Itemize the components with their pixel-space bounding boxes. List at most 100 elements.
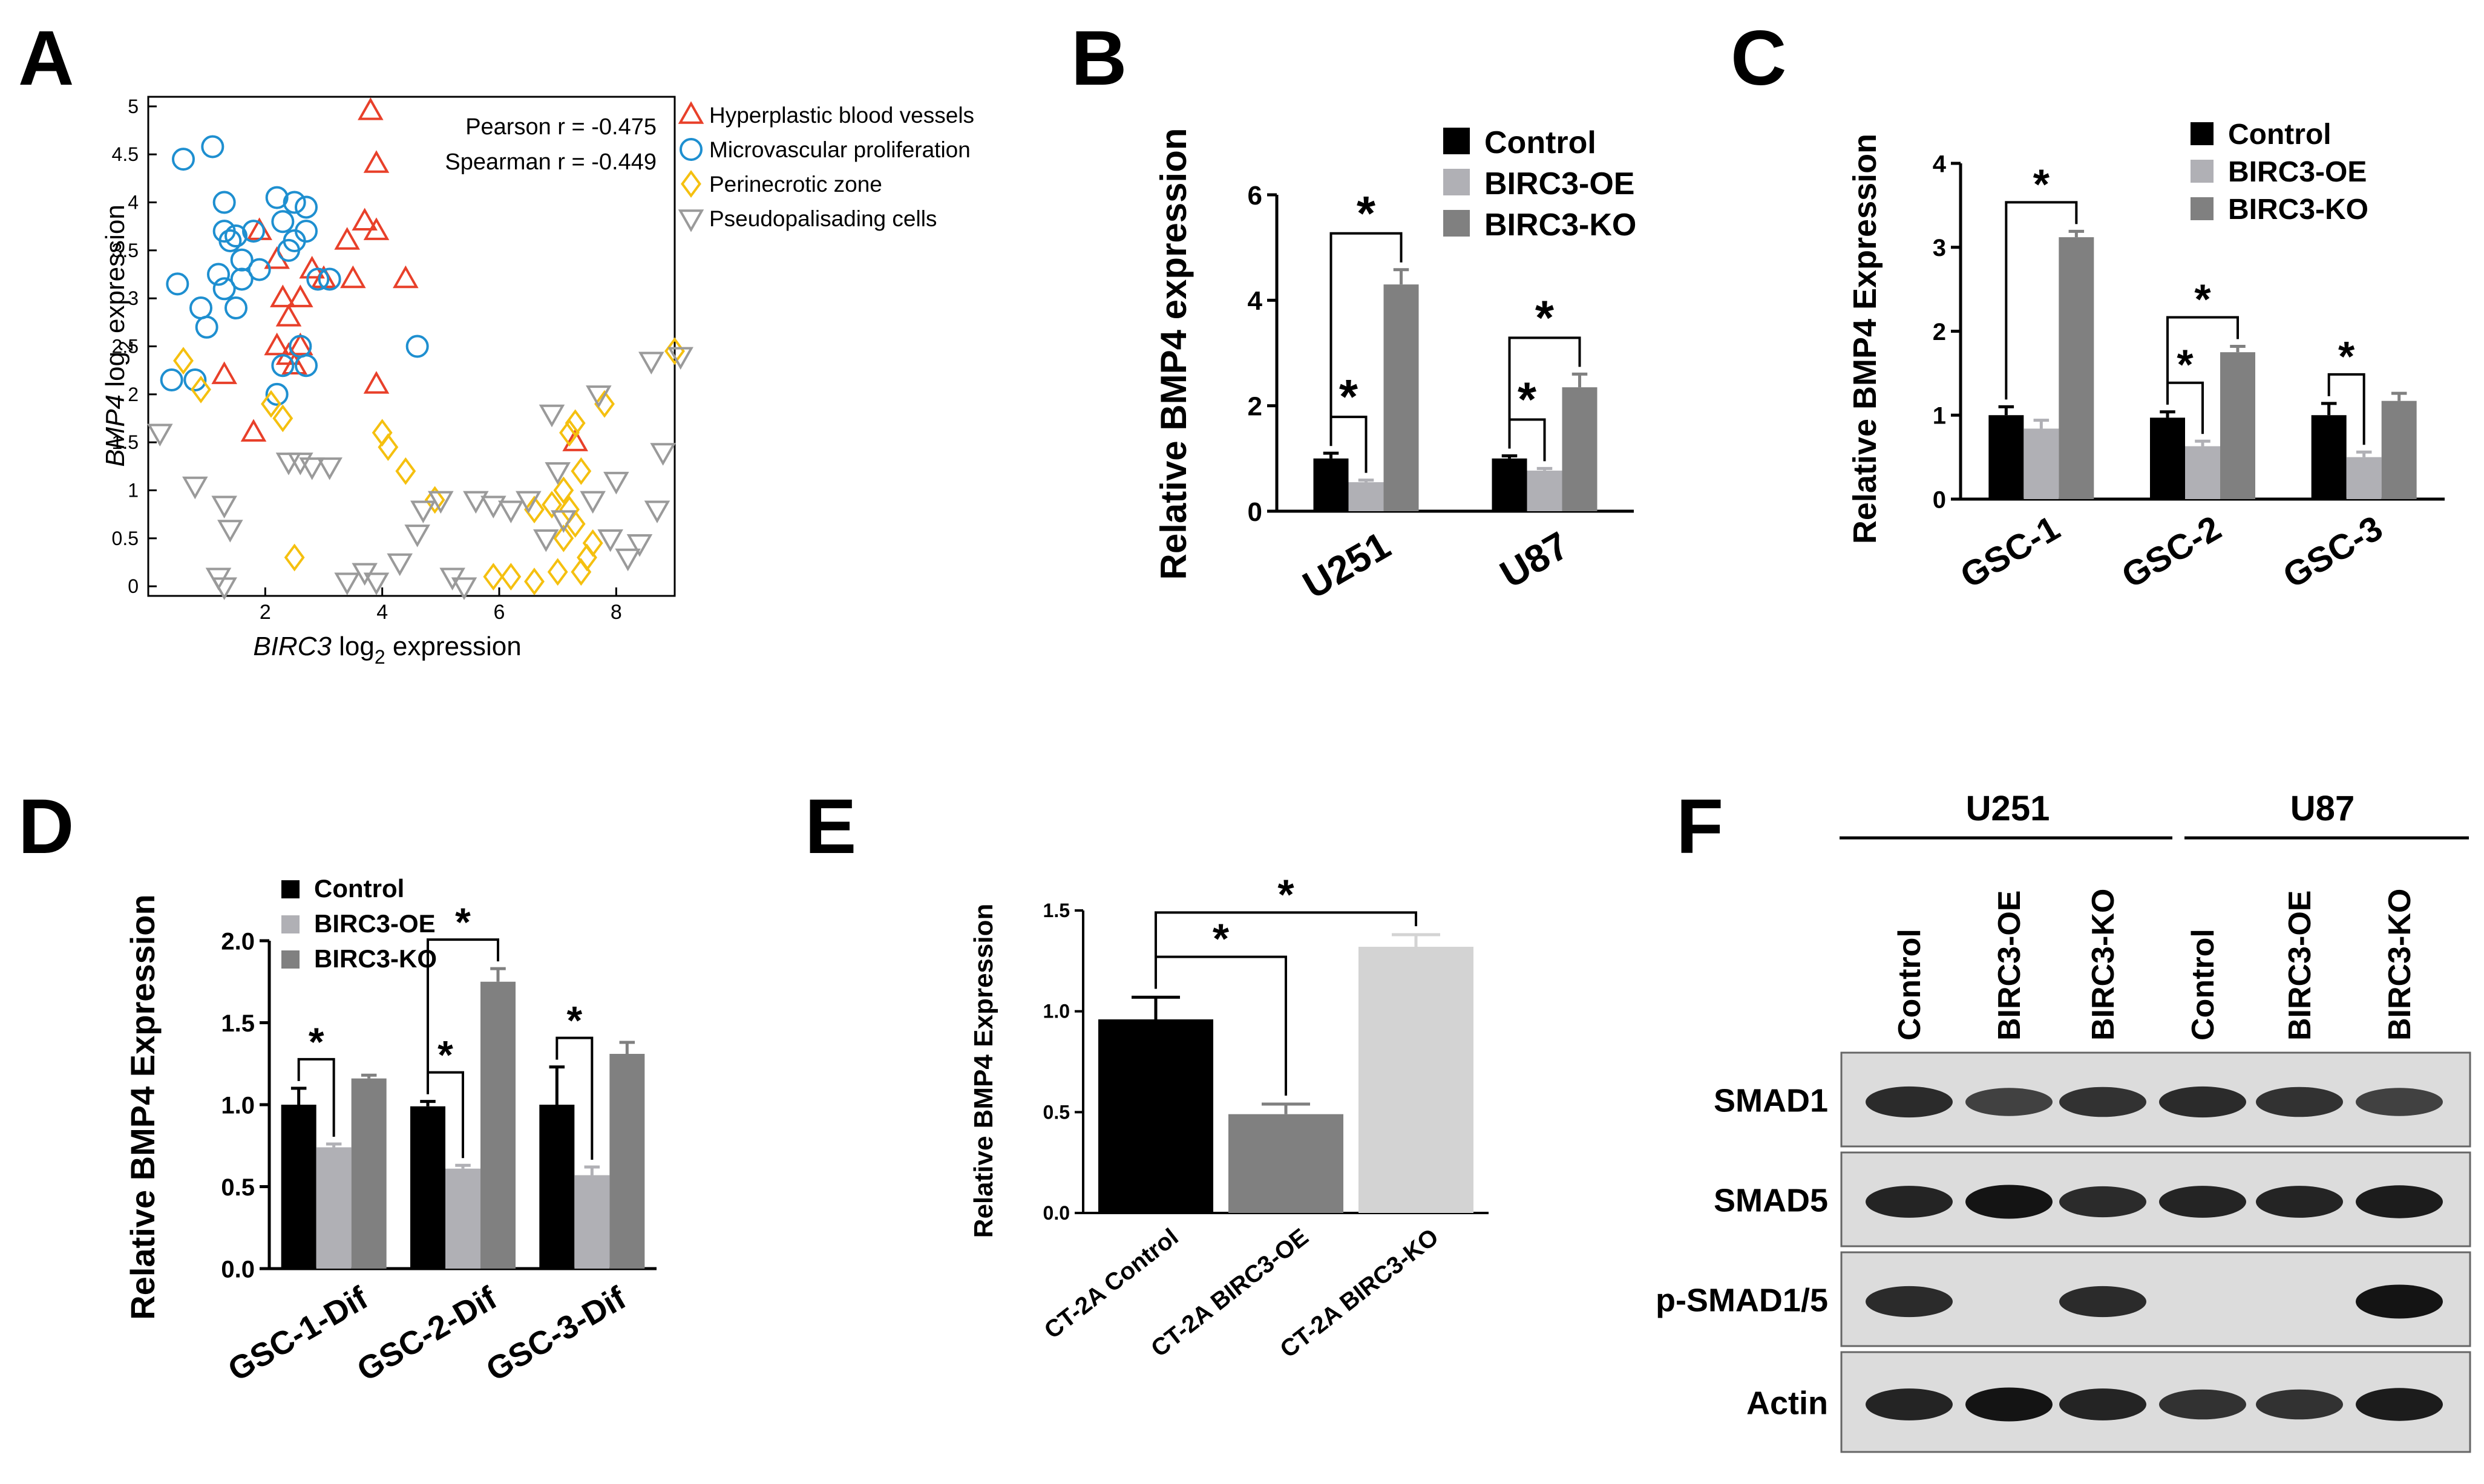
panel-f-lane-label: Control [1892, 929, 1927, 1041]
panel-letter-f: F [1676, 783, 1723, 870]
panel-a-point [191, 375, 211, 404]
panel-a-point [571, 558, 592, 586]
panel-a-point [271, 210, 295, 234]
panel-a-point [283, 191, 306, 214]
panel-a-scatter: Pearson r = -0.475 Spearman r = -0.449 B… [100, 96, 974, 668]
panel-c-legend-swatch [2191, 160, 2214, 183]
panel-a-spearman: Spearman r = -0.449 [445, 149, 657, 175]
panel-a-point [650, 443, 676, 466]
panel-a-point [516, 491, 542, 514]
panel-a-point [551, 510, 577, 533]
panel-b-legend-label: Control [1484, 125, 1596, 160]
panel-d-legend-swatch [281, 880, 300, 898]
panel-e-bar [1098, 1019, 1213, 1213]
panel-f-band [1965, 1088, 2053, 1116]
panel-c-category-label: GSC-3 [2276, 508, 2389, 596]
panel-c-y-tick-label: 2 [1933, 319, 1946, 345]
panel-b-legend-label: BIRC3-KO [1484, 208, 1636, 243]
panel-a-point [195, 315, 218, 339]
panel-a-point [410, 500, 436, 523]
panel-a-point [189, 296, 212, 320]
panel-f-band [2059, 1388, 2146, 1420]
panel-c-legend-swatch [2191, 122, 2214, 145]
panel-a-point [358, 97, 384, 120]
panel-e-bar [1228, 1114, 1343, 1213]
panel-c-bar [2185, 446, 2220, 499]
panel-a-point [500, 563, 522, 591]
panel-d-bar [574, 1175, 610, 1269]
panel-c-legend-label: BIRC3-KO [2228, 194, 2368, 226]
panel-a-point [340, 265, 366, 289]
panel-a-point [378, 433, 399, 462]
panel-f-lane-label: BIRC3-KO [2086, 889, 2121, 1041]
panel-a-point [261, 390, 281, 418]
panel-a-point [463, 491, 489, 514]
panel-a-point [498, 500, 524, 523]
panel-d-y-tick-label: 0.5 [221, 1174, 255, 1201]
panel-b-y-tick-label: 4 [1248, 286, 1263, 316]
panel-d-significance-star: * [309, 1019, 324, 1064]
panel-d-significance-bracket [555, 1036, 594, 1160]
panel-a-point [247, 258, 271, 281]
panel-a-point [539, 404, 565, 428]
panel-a-point [533, 529, 559, 552]
panel-a-point [586, 385, 612, 408]
panel-a-y-tick-label: 2 [128, 384, 139, 405]
panel-a-point [295, 195, 318, 219]
panel-a-legend-marker [680, 138, 703, 161]
panel-d-legend-label: BIRC3-KO [314, 944, 437, 973]
panel-a-x-tick-label: 4 [376, 601, 388, 624]
panel-a-point [615, 548, 641, 572]
panel-a-point [562, 428, 588, 451]
panel-e-y-axis-label: Relative BMP4 Expression [969, 904, 998, 1238]
panel-f-band [2356, 1284, 2443, 1319]
panel-a-point [271, 354, 295, 378]
panel-f-western-blot: U251 U87 Control BIRC3-OE BIRC3-KO Control BIR… [1656, 789, 2471, 1453]
panel-a-point [524, 567, 545, 596]
panel-a-point [295, 220, 318, 243]
panel-e-y-tick-label: 0.5 [1043, 1101, 1070, 1123]
panel-c-category-label: GSC-2 [2115, 508, 2227, 596]
panel-d-bar [609, 1053, 645, 1269]
panel-c-significance-bracket [2327, 373, 2365, 445]
panel-c-bar [2059, 237, 2094, 499]
panel-b-y-tick-label: 0 [1248, 497, 1262, 527]
panel-d-bar [480, 981, 516, 1269]
panel-a-point [404, 525, 430, 548]
panel-d-significance-star: * [437, 1033, 453, 1077]
panel-a-point [277, 238, 300, 262]
panel-b-category-label: U251 [1296, 523, 1398, 607]
panel-a-point [275, 304, 302, 327]
panel-a-point [480, 495, 506, 519]
panel-a-legend-label: Perinecrotic zone [709, 172, 882, 197]
panel-a-point [363, 371, 390, 394]
panel-c-category-label: GSC-1 [1954, 508, 2066, 596]
panel-a-y-tick-label: 1 [128, 479, 139, 501]
panel-a-xlabel: BIRC3 log2 expression [253, 632, 521, 668]
panel-a-y-tick-label: 4 [128, 192, 139, 214]
panel-b-bar [1492, 458, 1527, 511]
panel-f-band [1866, 1286, 1953, 1318]
panel-a-x-tick-label: 8 [611, 601, 622, 624]
panel-a-point [230, 267, 254, 291]
panel-e-significance-bracket [1155, 911, 1417, 989]
panel-a-point [240, 419, 267, 442]
panel-f-group-label: U87 [2290, 789, 2355, 828]
panel-a-point [224, 224, 247, 248]
panel-a-point [265, 382, 289, 406]
panel-c-bar [2024, 428, 2059, 499]
panel-b-bar-chart: 0 2 4 6 * * * * U251 U87 Relative BMP4 expression C… [1153, 125, 1636, 607]
panel-f-band [2256, 1186, 2343, 1218]
panel-a-point [281, 351, 307, 374]
panel-d-significance-star: * [566, 998, 582, 1043]
panel-e-y-tick-label: 0.0 [1043, 1202, 1070, 1224]
panel-a-legend-marker [678, 209, 704, 232]
panel-a-point [242, 220, 265, 243]
panel-f-lane-label: BIRC3-OE [2282, 891, 2318, 1041]
panel-letter-c: C [1731, 15, 1786, 102]
panel-c-y-tick-label: 1 [1933, 403, 1946, 430]
panel-a-point [166, 272, 189, 296]
panel-a-point [638, 351, 664, 375]
panel-b-legend-swatch [1443, 169, 1470, 195]
